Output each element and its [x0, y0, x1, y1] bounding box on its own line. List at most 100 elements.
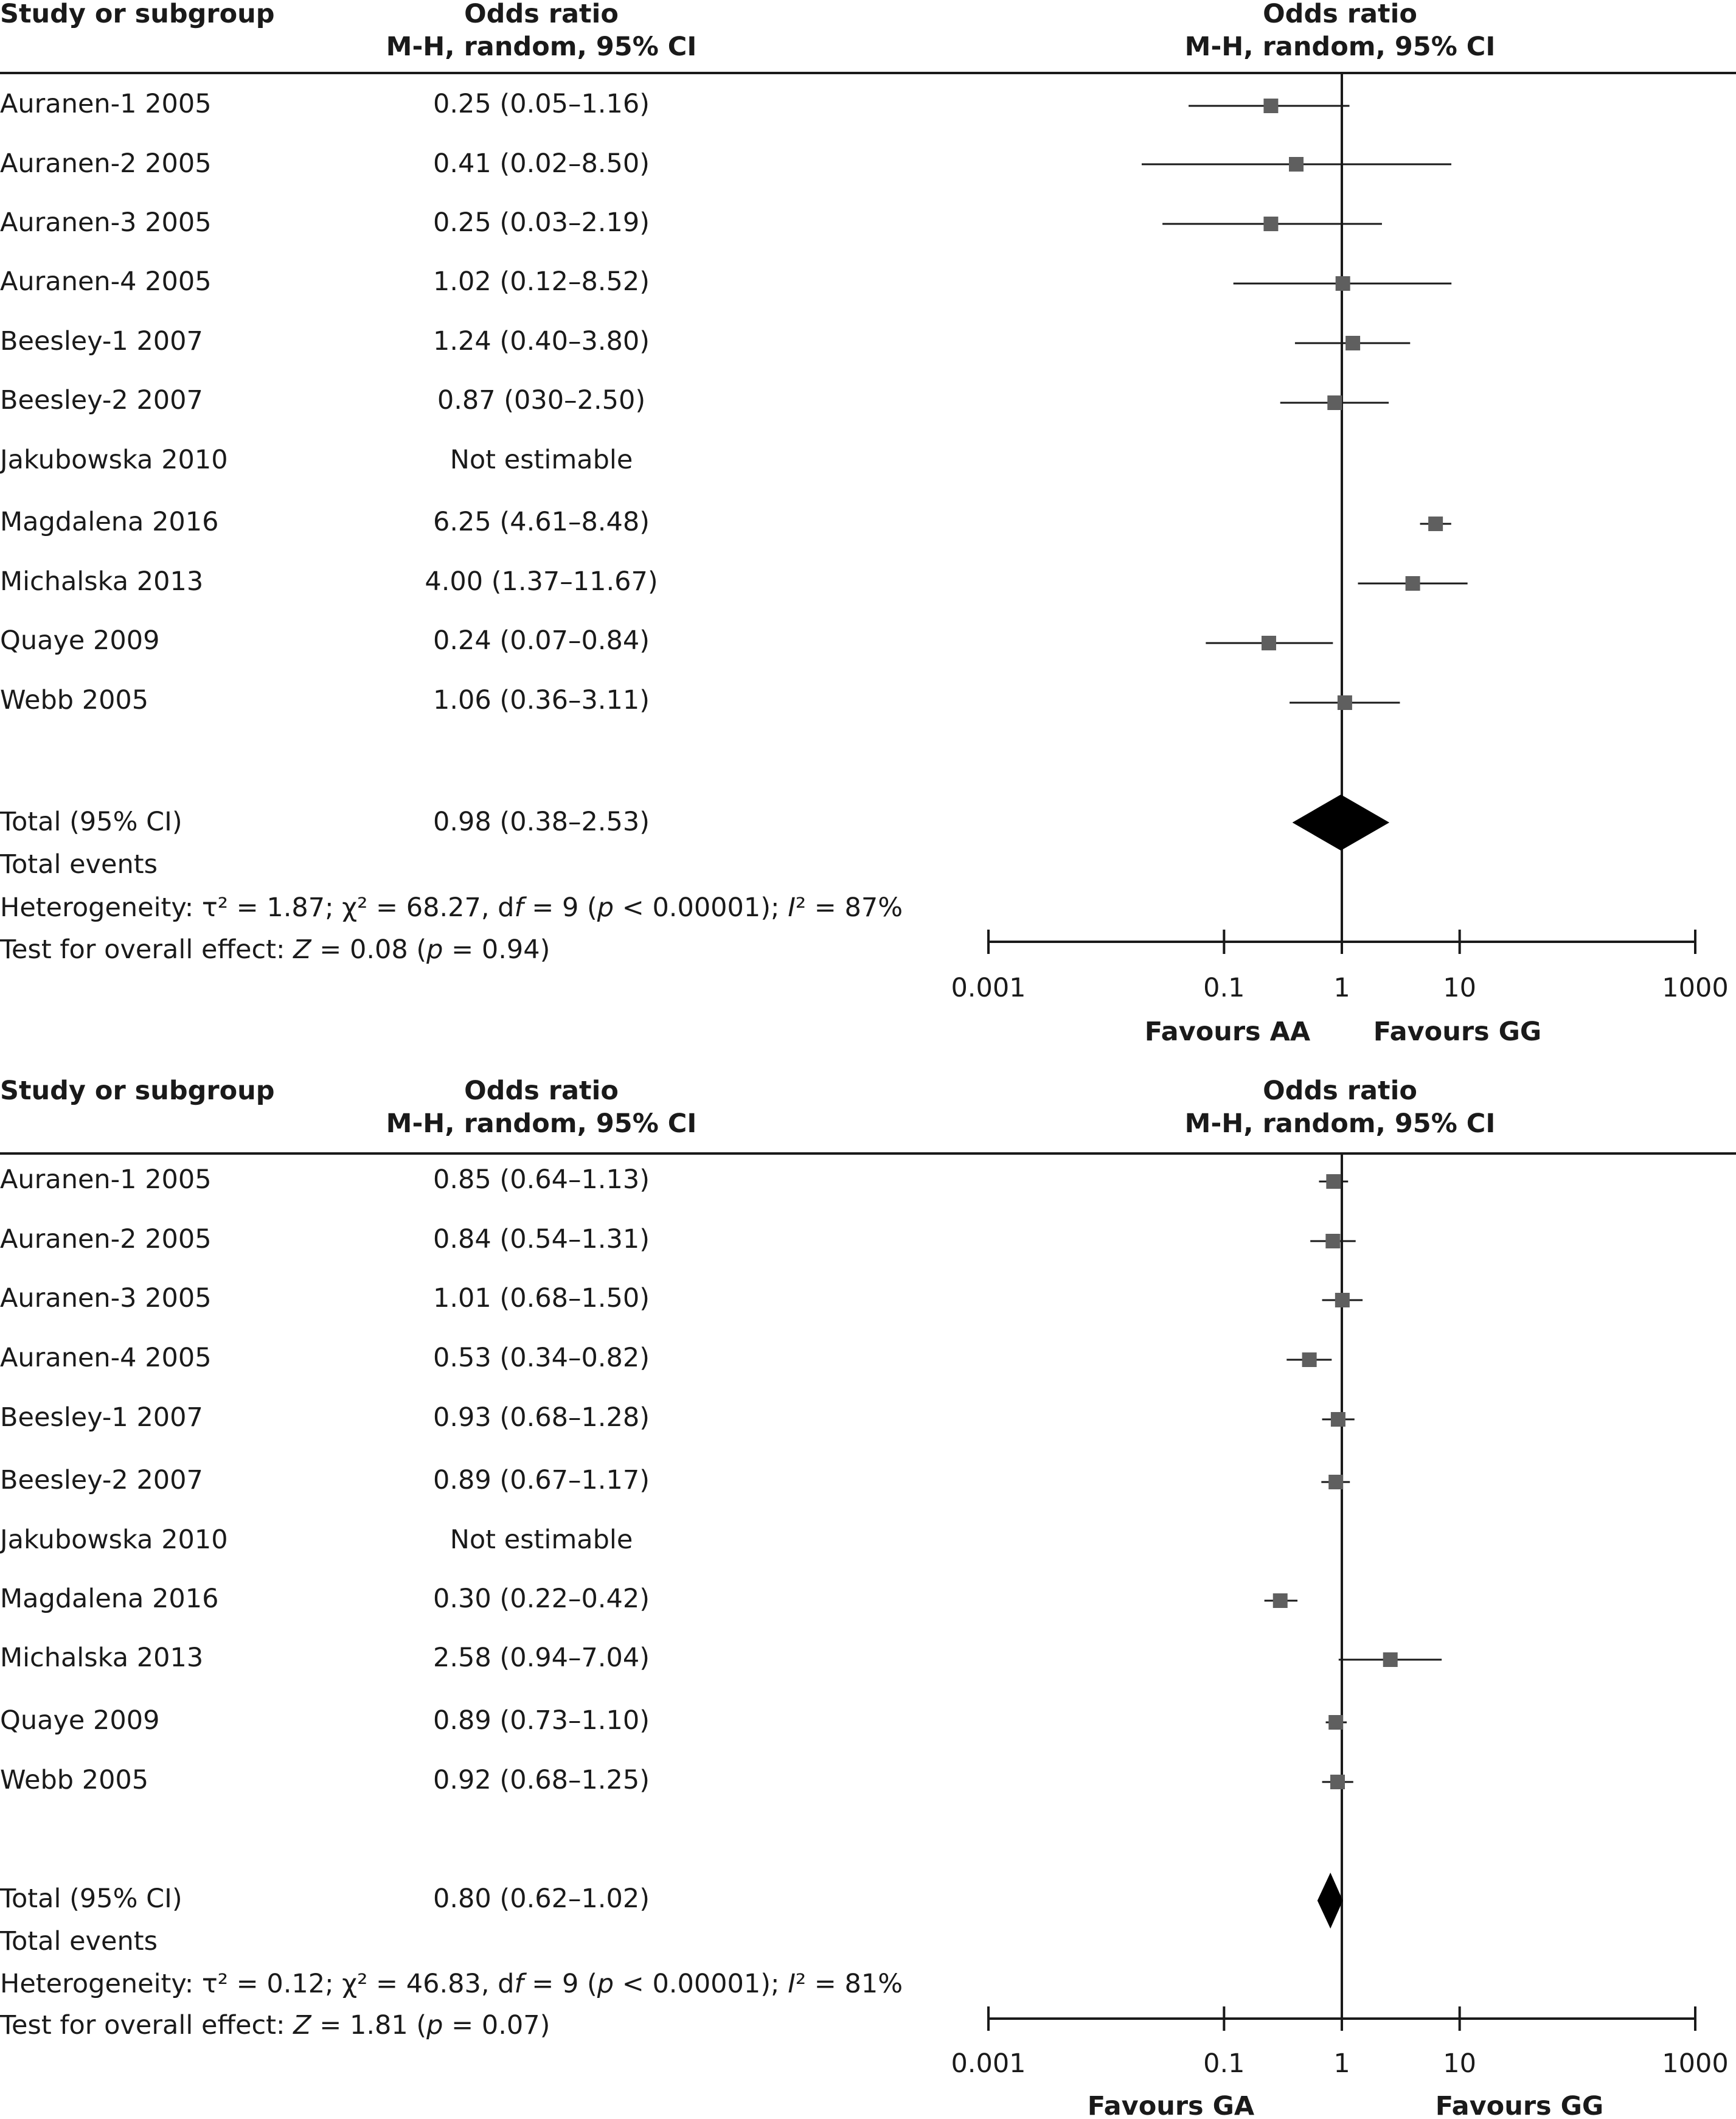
total-or-value: 0.80 (0.62–1.02): [433, 1884, 650, 1914]
point-estimate-square: [1261, 636, 1276, 650]
header-study-column: Study or subgroup: [0, 0, 275, 29]
header-plot-column-line2: M-H, random, 95% CI: [1184, 32, 1496, 62]
study-label: Quaye 2009: [0, 625, 160, 656]
overall-effect-stat: Test for overall effect: Z = 0.08 (p = 0…: [0, 934, 550, 965]
pooled-estimate-diamond: [1317, 1873, 1343, 1929]
study-label: Webb 2005: [0, 1765, 149, 1795]
study-label: Beesley-2 2007: [0, 1465, 203, 1495]
point-estimate-square: [1345, 336, 1361, 350]
total-or-value: 0.98 (0.38–2.53): [433, 807, 650, 837]
x-tick-label: 1: [1333, 973, 1350, 1003]
study-label: Auranen-1 2005: [0, 1164, 212, 1195]
point-estimate-square: [1327, 395, 1342, 410]
point-estimate-square: [1302, 1352, 1317, 1367]
total-events-label: Total events: [0, 849, 158, 880]
study-or-value: Not estimable: [450, 445, 633, 475]
study-label: Magdalena 2016: [0, 1584, 219, 1614]
x-tick-label: 1000: [1662, 2048, 1728, 2079]
study-or-value: 1.01 (0.68–1.50): [433, 1283, 650, 1314]
study-label: Webb 2005: [0, 685, 149, 715]
study-or-value: 1.06 (0.36–3.11): [433, 685, 650, 715]
study-or-value: 2.58 (0.94–7.04): [433, 1643, 650, 1673]
study-label: Jakubowska 2010: [0, 1525, 228, 1555]
point-estimate-square: [1326, 1174, 1341, 1189]
x-tick-label: 10: [1443, 2048, 1476, 2079]
favours-left-label: Favours AA: [1145, 1017, 1311, 1047]
x-tick-label: 0.001: [951, 973, 1026, 1003]
study-or-value: 0.84 (0.54–1.31): [433, 1224, 650, 1254]
point-estimate-square: [1272, 1593, 1288, 1608]
x-tick-label: 1: [1333, 2048, 1350, 2079]
study-or-value: 0.92 (0.68–1.25): [433, 1765, 650, 1795]
study-or-value: 0.41 (0.02–8.50): [433, 148, 650, 179]
total-events-label: Total events: [0, 1926, 158, 1957]
overall-effect-stat: Test for overall effect: Z = 1.81 (p = 0…: [0, 2010, 550, 2041]
study-label: Beesley-2 2007: [0, 385, 203, 416]
study-label: Michalska 2013: [0, 1643, 204, 1673]
point-estimate-square: [1325, 1234, 1341, 1248]
study-label: Jakubowska 2010: [0, 445, 228, 475]
study-or-value: 1.02 (0.12–8.52): [433, 266, 650, 297]
header-or-column-line2: M-H, random, 95% CI: [386, 32, 697, 62]
study-label: Auranen-4 2005: [0, 266, 212, 297]
study-or-value: Not estimable: [450, 1525, 633, 1555]
study-or-value: 0.30 (0.22–0.42): [433, 1584, 650, 1614]
study-or-value: 4.00 (1.37–11.67): [425, 566, 658, 597]
header-study-column: Study or subgroup: [0, 1076, 275, 1106]
header-or-column-line1: Odds ratio: [464, 1076, 619, 1106]
x-tick-label: 1000: [1662, 973, 1728, 1003]
study-or-value: 0.87 (030–2.50): [437, 385, 646, 416]
x-tick-label: 0.1: [1203, 973, 1245, 1003]
study-label: Auranen-3 2005: [0, 1283, 212, 1314]
header-divider: [0, 1152, 1736, 1155]
forest-plot-svg: 0.001 0.1 1 10 1000 Favours AA Favours GG: [951, 72, 1729, 1047]
point-estimate-square: [1337, 695, 1352, 710]
x-tick-label: 10: [1443, 973, 1476, 1003]
study-or-value: 0.53 (0.34–0.82): [433, 1343, 650, 1373]
x-tick-label: 0.001: [951, 2048, 1026, 2079]
header-or-column-line1: Odds ratio: [464, 0, 619, 29]
pooled-estimate-diamond: [1292, 795, 1390, 851]
study-label: Auranen-3 2005: [0, 207, 212, 238]
study-or-value: 0.85 (0.64–1.13): [433, 1164, 650, 1195]
study-or-value: 1.24 (0.40–3.80): [433, 326, 650, 357]
header-divider: [0, 72, 1736, 74]
study-label: Auranen-2 2005: [0, 148, 212, 179]
header-or-column-line2: M-H, random, 95% CI: [386, 1108, 697, 1139]
study-label: Michalska 2013: [0, 566, 204, 597]
study-or-value: 6.25 (4.61–8.48): [433, 507, 650, 537]
point-estimate-square: [1328, 1475, 1344, 1489]
point-estimate-square: [1330, 1775, 1345, 1789]
study-label: Auranen-4 2005: [0, 1343, 212, 1373]
favours-right-label: Favours GG: [1373, 1017, 1541, 1047]
point-estimate-square: [1330, 1412, 1345, 1427]
point-estimate-square: [1263, 99, 1279, 113]
study-or-value: 0.25 (0.05–1.16): [433, 89, 650, 119]
forest-plot-panel-aa-vs-gg: 0.001 0.1 1 10 1000 Favours AA Favours GG Stud…: [0, 0, 1736, 1047]
point-estimate-square: [1335, 1293, 1350, 1307]
study-label: Quaye 2009: [0, 1705, 160, 1736]
point-estimate-square: [1289, 157, 1304, 172]
total-label: Total (95% CI): [0, 1884, 182, 1914]
study-label: Auranen-1 2005: [0, 89, 212, 119]
study-label: Auranen-2 2005: [0, 1224, 212, 1254]
total-label: Total (95% CI): [0, 807, 182, 837]
heterogeneity-stat: Heterogeneity: τ² = 0.12; χ² = 46.83, df…: [0, 1969, 903, 1999]
point-estimate-square: [1263, 217, 1279, 231]
point-estimate-square: [1335, 276, 1350, 291]
header-plot-column-line1: Odds ratio: [1263, 1076, 1417, 1106]
point-estimate-square: [1383, 1652, 1398, 1667]
study-label: Beesley-1 2007: [0, 326, 203, 357]
point-estimate-square: [1405, 576, 1420, 591]
header-plot-column-line2: M-H, random, 95% CI: [1184, 1108, 1496, 1139]
forest-plot-svg: 0.001 0.1 1 10 1000 Favours GA Favours GG: [951, 1152, 1729, 2119]
study-or-value: 0.93 (0.68–1.28): [433, 1402, 650, 1433]
study-label: Magdalena 2016: [0, 507, 219, 537]
point-estimate-square: [1328, 1715, 1344, 1730]
favours-left-label: Favours GA: [1088, 2091, 1255, 2119]
study-or-value: 0.89 (0.73–1.10): [433, 1705, 650, 1736]
favours-right-label: Favours GG: [1436, 2091, 1603, 2119]
x-tick-label: 0.1: [1203, 2048, 1245, 2079]
forest-plot-panel-ga-vs-gg: 0.001 0.1 1 10 1000 Favours GA Favours GG Stud…: [0, 1077, 1736, 2119]
header-plot-column-line1: Odds ratio: [1263, 0, 1417, 29]
